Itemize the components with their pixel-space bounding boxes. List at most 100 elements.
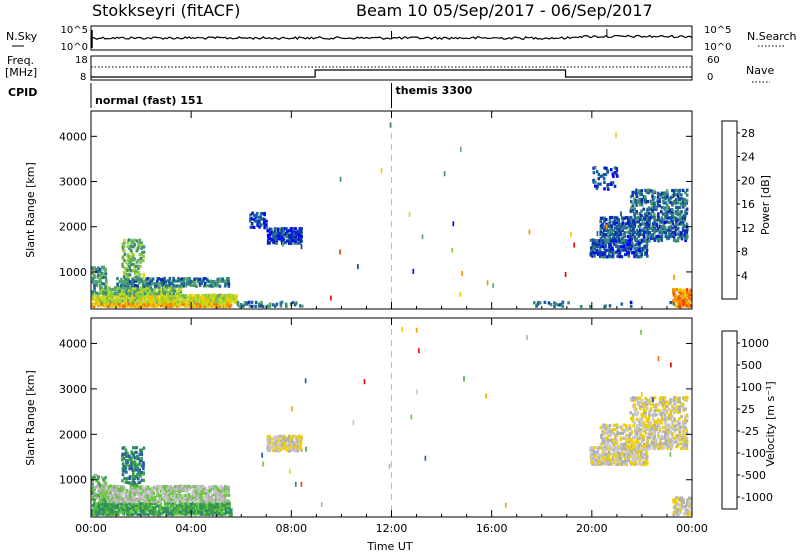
heatmap-cell: [124, 459, 128, 463]
heatmap-cell: [609, 244, 613, 248]
heatmap-cell: [129, 269, 133, 273]
heatmap-cell: [560, 302, 563, 306]
heatmap-cell: [184, 493, 187, 497]
heatmap-cell: [107, 294, 110, 298]
heatmap-cell: [683, 398, 686, 402]
heatmap-cell: [142, 464, 145, 468]
heatmap-cell: [147, 512, 151, 517]
heatmap-cell: [620, 456, 623, 460]
heatmap-cell: [661, 212, 665, 216]
heatmap-cell: [179, 502, 182, 506]
heatmap-cell: [689, 304, 693, 308]
heatmap-cell: [284, 227, 287, 231]
heatmap-cell: [593, 254, 596, 258]
heatmap-cell: [642, 438, 646, 442]
heatmap-cell: [664, 428, 668, 432]
heatmap-cell: [275, 448, 278, 453]
heatmap-cell: [635, 210, 638, 214]
heatmap-cell: [593, 452, 597, 456]
heatmap-cell: [132, 277, 135, 281]
heatmap-cell: [628, 438, 631, 442]
heatmap-cell: [227, 499, 230, 503]
heatmap-cell: [664, 434, 667, 438]
heatmap-cell: [134, 508, 137, 512]
heatmap-cell: [595, 242, 598, 246]
heatmap-cell: [175, 302, 179, 306]
heatmap-cell: [659, 228, 662, 232]
heatmap-cell: [638, 242, 641, 246]
heatmap-cell: [168, 499, 172, 503]
heatmap-cell: [130, 254, 133, 259]
heatmap-cell: [658, 443, 662, 447]
heatmap-cell: [165, 290, 168, 294]
heatmap-cell: [671, 432, 674, 436]
heatmap-cell: [608, 215, 612, 220]
heatmap-cell: [628, 440, 631, 444]
heatmap-cell: [617, 454, 620, 458]
heatmap-cell: [268, 241, 271, 245]
heatmap-cell: [644, 423, 648, 427]
heatmap-cell: [195, 294, 198, 298]
heatmap-cell: [672, 302, 676, 306]
heatmap-cell: [611, 249, 615, 253]
heatmap-cell: [123, 491, 127, 496]
heatmap-cell: [683, 197, 687, 201]
heatmap-cell: [678, 442, 682, 446]
heatmap-cell: [172, 506, 175, 510]
heatmap-cell: [136, 501, 140, 505]
heatmap-cell: [675, 507, 679, 511]
cpid-entry-0: normal (fast) 151: [95, 94, 203, 107]
heatmap-cell: [99, 500, 102, 504]
heatmap-cell: [114, 484, 118, 488]
heatmap-cell: [618, 241, 621, 245]
heatmap-cell: [222, 299, 226, 303]
heatmap-cell: [623, 216, 626, 220]
heatmap-cell: [97, 273, 100, 277]
heatmap-cell: [100, 494, 104, 498]
heatmap-cell: [631, 415, 635, 419]
heatmap-cell: [291, 436, 294, 440]
heatmap-cell: [203, 487, 207, 491]
heatmap-cell: [299, 441, 303, 445]
heatmap-cell: [195, 493, 199, 497]
heatmap-cell: [653, 226, 656, 230]
heatmap-cell: [193, 279, 196, 284]
heatmap-cell: [611, 428, 615, 432]
heatmap-cell: [632, 424, 635, 428]
heatmap-cell: [106, 493, 109, 497]
heatmap-cell: [251, 225, 254, 229]
heatmap-cell: [622, 428, 626, 432]
heatmap-cell: [131, 508, 134, 512]
heatmap-cell: [198, 489, 202, 493]
heatmap-cell: [672, 193, 676, 197]
heatmap-cell: [646, 207, 649, 211]
heatmap-cell: [198, 295, 202, 299]
heatmap-cell: [681, 199, 685, 203]
heatmap-cell: [111, 508, 114, 512]
heatmap-cell: [653, 436, 656, 440]
heatmap-cell: [663, 400, 667, 404]
heatmap-cell: [175, 510, 179, 514]
heatmap-cell: [613, 438, 617, 442]
heatmap-cell: [182, 294, 186, 298]
heatmap-cell: [597, 456, 600, 460]
heatmap-cell: [665, 210, 669, 214]
heatmap-cell: [286, 231, 289, 235]
heatmap-cell: [109, 287, 112, 292]
heatmap-cell: [649, 233, 653, 237]
heatmap-cell: [289, 239, 293, 243]
heatmap-cell: [118, 484, 122, 488]
heatmap-cell: [186, 282, 189, 286]
heatmap-cell: [102, 512, 105, 516]
heatmap-cell: [618, 456, 622, 461]
heatmap-cell: [631, 241, 634, 245]
heatmap-cell: [105, 290, 109, 294]
heatmap-cell: [97, 292, 100, 296]
heatmap-cell: [412, 268, 415, 274]
heatmap-cell: [635, 446, 638, 450]
heatmap-cell: [558, 303, 562, 307]
heatmap-cell: [594, 180, 597, 184]
heatmap-cell: [621, 216, 624, 220]
heatmap-cell: [648, 430, 651, 434]
heatmap-cell: [132, 491, 136, 496]
